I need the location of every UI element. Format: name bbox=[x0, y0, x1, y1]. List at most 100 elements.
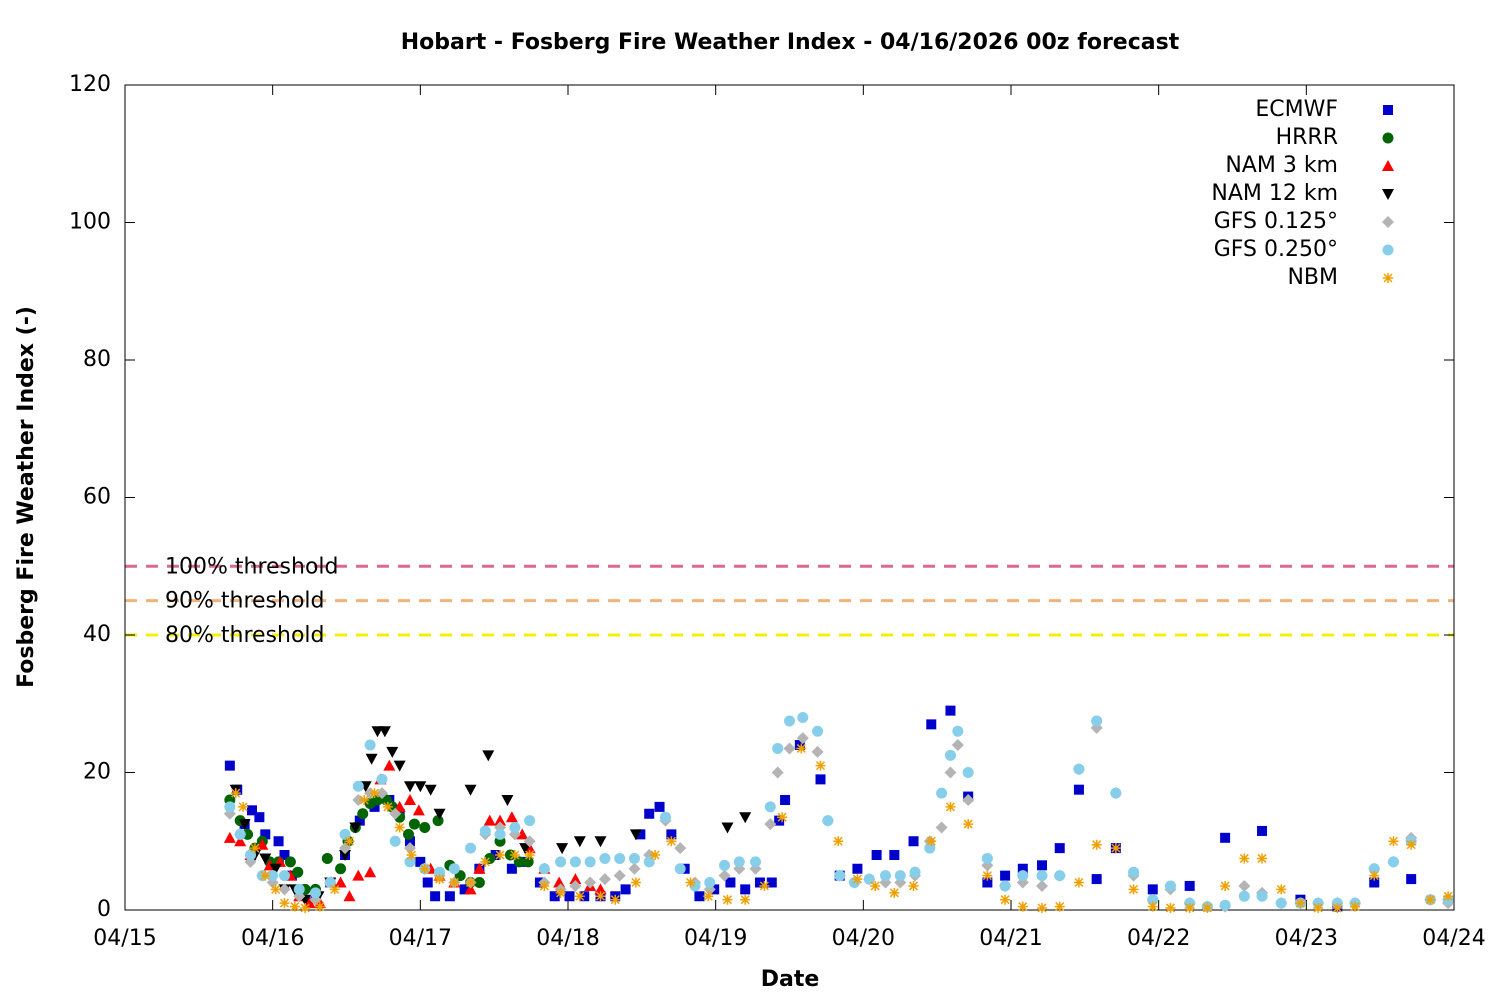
y-axis-label: Fosberg Fire Weather Index (-) bbox=[14, 306, 39, 688]
legend-label: HRRR bbox=[1276, 125, 1338, 150]
point bbox=[1275, 897, 1287, 909]
point bbox=[434, 866, 446, 878]
point bbox=[354, 815, 365, 826]
point bbox=[772, 742, 784, 754]
point bbox=[1017, 901, 1028, 912]
legend-label: GFS 0.125° bbox=[1214, 209, 1338, 234]
point bbox=[740, 894, 751, 905]
point bbox=[1037, 860, 1048, 871]
point bbox=[352, 780, 364, 792]
y-tick-label: 100 bbox=[69, 210, 111, 235]
point bbox=[424, 784, 437, 796]
point bbox=[783, 742, 796, 755]
point bbox=[703, 891, 714, 902]
point bbox=[238, 819, 251, 831]
point bbox=[482, 750, 495, 762]
point bbox=[224, 801, 236, 813]
point bbox=[1238, 879, 1251, 892]
point bbox=[1147, 884, 1158, 895]
point bbox=[725, 877, 736, 888]
y-tick-label: 40 bbox=[83, 622, 111, 647]
point bbox=[403, 794, 416, 805]
point bbox=[324, 877, 336, 888]
point bbox=[556, 843, 569, 855]
point bbox=[944, 766, 957, 779]
x-tick-label: 04/20 bbox=[832, 926, 895, 951]
point bbox=[666, 836, 677, 847]
point bbox=[1220, 832, 1231, 843]
point bbox=[599, 852, 611, 864]
point bbox=[594, 883, 607, 895]
point bbox=[404, 856, 416, 868]
point bbox=[1368, 863, 1380, 875]
point bbox=[393, 760, 406, 772]
point bbox=[1202, 902, 1213, 913]
point bbox=[962, 794, 975, 806]
point bbox=[963, 819, 974, 830]
point bbox=[1332, 902, 1343, 913]
point bbox=[459, 884, 470, 895]
point bbox=[1443, 891, 1454, 902]
point bbox=[339, 842, 352, 855]
point bbox=[999, 880, 1011, 892]
point bbox=[569, 873, 582, 885]
point bbox=[764, 801, 776, 813]
point bbox=[944, 749, 956, 761]
point bbox=[516, 828, 529, 840]
point bbox=[1256, 890, 1268, 902]
point bbox=[584, 876, 597, 889]
point bbox=[952, 725, 964, 737]
point bbox=[628, 862, 641, 875]
point bbox=[574, 891, 585, 902]
point bbox=[630, 877, 641, 888]
point bbox=[852, 863, 863, 874]
point bbox=[1313, 902, 1324, 913]
point bbox=[394, 822, 405, 833]
point bbox=[259, 853, 272, 865]
point bbox=[224, 760, 235, 771]
point bbox=[1164, 880, 1176, 892]
point bbox=[414, 781, 427, 793]
point bbox=[465, 877, 476, 888]
legend-marker bbox=[1383, 273, 1393, 283]
point bbox=[1000, 894, 1011, 905]
point bbox=[1054, 901, 1065, 912]
point bbox=[733, 856, 745, 868]
point bbox=[1219, 899, 1231, 911]
point bbox=[449, 877, 460, 888]
point bbox=[650, 850, 661, 860]
point bbox=[524, 850, 535, 860]
point bbox=[584, 856, 596, 868]
point bbox=[908, 880, 919, 891]
point bbox=[522, 856, 534, 868]
point bbox=[389, 807, 402, 820]
legend-label: GFS 0.250° bbox=[1214, 237, 1338, 262]
point bbox=[777, 812, 788, 823]
point bbox=[926, 719, 937, 730]
point bbox=[422, 877, 433, 888]
point bbox=[719, 859, 731, 871]
point bbox=[494, 828, 506, 840]
point bbox=[1369, 877, 1380, 888]
point bbox=[674, 863, 686, 875]
legend-marker bbox=[1382, 244, 1394, 256]
point bbox=[659, 811, 671, 823]
point bbox=[750, 856, 762, 868]
point bbox=[1425, 894, 1436, 905]
point bbox=[771, 766, 784, 779]
point bbox=[1091, 715, 1103, 727]
point bbox=[509, 822, 521, 833]
point bbox=[357, 808, 369, 820]
point bbox=[889, 850, 900, 860]
x-tick-label: 04/18 bbox=[536, 926, 599, 951]
x-tick-label: 04/16 bbox=[241, 926, 304, 951]
point bbox=[403, 828, 415, 840]
point bbox=[610, 894, 621, 905]
point bbox=[982, 870, 993, 881]
point bbox=[564, 891, 575, 902]
point bbox=[815, 760, 826, 771]
point bbox=[254, 812, 265, 823]
y-tick-label: 80 bbox=[83, 347, 111, 372]
